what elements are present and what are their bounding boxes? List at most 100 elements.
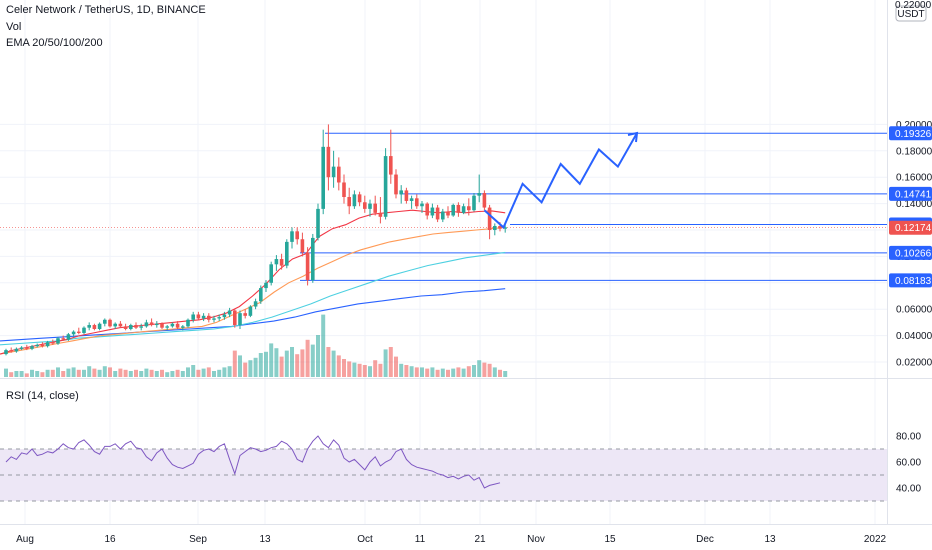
candle[interactable] bbox=[321, 129, 325, 215]
candle[interactable] bbox=[175, 321, 180, 329]
candle[interactable] bbox=[311, 233, 315, 283]
candle[interactable] bbox=[222, 311, 227, 320]
candle[interactable] bbox=[87, 322, 91, 331]
candle[interactable] bbox=[108, 318, 112, 328]
candle[interactable] bbox=[139, 323, 143, 331]
candle[interactable] bbox=[326, 124, 331, 191]
level-price-tag[interactable]: 0.10266 bbox=[889, 245, 932, 260]
candle[interactable] bbox=[118, 321, 123, 328]
candle[interactable] bbox=[129, 323, 133, 331]
candle[interactable] bbox=[181, 325, 185, 331]
candle[interactable] bbox=[45, 340, 50, 348]
candle[interactable] bbox=[456, 202, 461, 217]
candle[interactable] bbox=[300, 232, 305, 257]
level-price-tag[interactable]: 0.08183 bbox=[889, 273, 932, 288]
candle[interactable] bbox=[394, 169, 398, 199]
candle[interactable] bbox=[415, 194, 419, 209]
candle[interactable] bbox=[253, 298, 258, 310]
currency-badge[interactable]: USDT bbox=[895, 5, 927, 22]
candle[interactable] bbox=[207, 313, 211, 323]
candle[interactable] bbox=[170, 322, 175, 328]
candle[interactable] bbox=[295, 227, 299, 245]
candle[interactable] bbox=[352, 190, 357, 209]
level-price-tag[interactable]: 0.19326 bbox=[889, 126, 932, 141]
candle[interactable] bbox=[56, 336, 60, 345]
candle[interactable] bbox=[290, 227, 294, 249]
candle[interactable] bbox=[82, 326, 86, 335]
candle[interactable] bbox=[441, 208, 445, 223]
candle[interactable] bbox=[368, 199, 372, 217]
candle[interactable] bbox=[51, 339, 55, 345]
candle[interactable] bbox=[238, 310, 242, 329]
candle[interactable] bbox=[160, 322, 164, 329]
candle[interactable] bbox=[269, 261, 273, 286]
candle[interactable] bbox=[430, 203, 435, 219]
candle[interactable] bbox=[461, 203, 466, 215]
candle[interactable] bbox=[425, 202, 429, 220]
candle[interactable] bbox=[248, 305, 253, 318]
candle[interactable] bbox=[389, 129, 393, 184]
candle[interactable] bbox=[113, 322, 117, 329]
candle[interactable] bbox=[451, 203, 455, 217]
candle[interactable] bbox=[191, 311, 195, 323]
candle[interactable] bbox=[373, 195, 377, 216]
candle[interactable] bbox=[472, 193, 476, 212]
candle[interactable] bbox=[378, 197, 383, 224]
candle[interactable] bbox=[316, 203, 320, 241]
candle[interactable] bbox=[482, 190, 487, 211]
candle[interactable] bbox=[165, 325, 169, 331]
candle[interactable] bbox=[264, 280, 268, 293]
candle[interactable] bbox=[144, 319, 149, 328]
candle[interactable] bbox=[493, 223, 497, 236]
candle[interactable] bbox=[40, 342, 45, 348]
ema-legend[interactable]: EMA 20/50/100/200 bbox=[6, 37, 103, 49]
candle[interactable] bbox=[14, 347, 19, 353]
candle[interactable] bbox=[227, 307, 232, 318]
candle[interactable] bbox=[71, 330, 76, 337]
candle[interactable] bbox=[149, 318, 154, 327]
candle[interactable] bbox=[30, 344, 34, 351]
candle[interactable] bbox=[259, 285, 263, 304]
candle[interactable] bbox=[342, 174, 346, 204]
candle[interactable] bbox=[305, 247, 310, 286]
candle[interactable] bbox=[357, 191, 362, 207]
candle[interactable] bbox=[331, 150, 336, 188]
candle[interactable] bbox=[97, 322, 102, 331]
candle[interactable] bbox=[383, 148, 388, 220]
rsi-axis[interactable]: 40.00 60.00 80.00 bbox=[896, 432, 921, 495]
candle[interactable] bbox=[404, 187, 409, 204]
candle[interactable] bbox=[35, 343, 39, 348]
candle[interactable] bbox=[243, 309, 247, 319]
candle[interactable] bbox=[196, 311, 201, 320]
symbol-title[interactable]: Celer Network / TetherUS, 1D, BINANCE bbox=[6, 4, 206, 16]
candle[interactable] bbox=[155, 321, 159, 328]
candle[interactable] bbox=[477, 174, 481, 203]
candle[interactable] bbox=[217, 314, 221, 322]
candle[interactable] bbox=[446, 206, 450, 219]
candle[interactable] bbox=[77, 327, 81, 335]
candle[interactable] bbox=[233, 309, 237, 328]
rsi-legend[interactable]: RSI (14, close) bbox=[6, 390, 79, 402]
candle[interactable] bbox=[92, 323, 97, 331]
candle[interactable] bbox=[420, 200, 424, 213]
candle[interactable] bbox=[274, 255, 279, 271]
candle[interactable] bbox=[66, 332, 71, 341]
candle[interactable] bbox=[201, 313, 206, 322]
candle[interactable] bbox=[435, 204, 440, 223]
current-price-tag[interactable]: 0.12174 bbox=[889, 220, 932, 235]
candle[interactable] bbox=[123, 323, 128, 331]
candle[interactable] bbox=[399, 185, 403, 204]
candle[interactable] bbox=[337, 157, 341, 191]
candle[interactable] bbox=[19, 346, 24, 351]
candle[interactable] bbox=[409, 195, 414, 209]
candle[interactable] bbox=[61, 335, 65, 341]
candle[interactable] bbox=[467, 198, 471, 216]
candle[interactable] bbox=[4, 348, 8, 356]
candle[interactable] bbox=[285, 239, 289, 269]
candle[interactable] bbox=[9, 347, 13, 353]
candle[interactable] bbox=[134, 322, 138, 329]
candle[interactable] bbox=[103, 318, 107, 327]
volume-legend[interactable]: Vol bbox=[6, 21, 22, 33]
candle[interactable] bbox=[347, 187, 351, 215]
candle[interactable] bbox=[212, 315, 216, 323]
